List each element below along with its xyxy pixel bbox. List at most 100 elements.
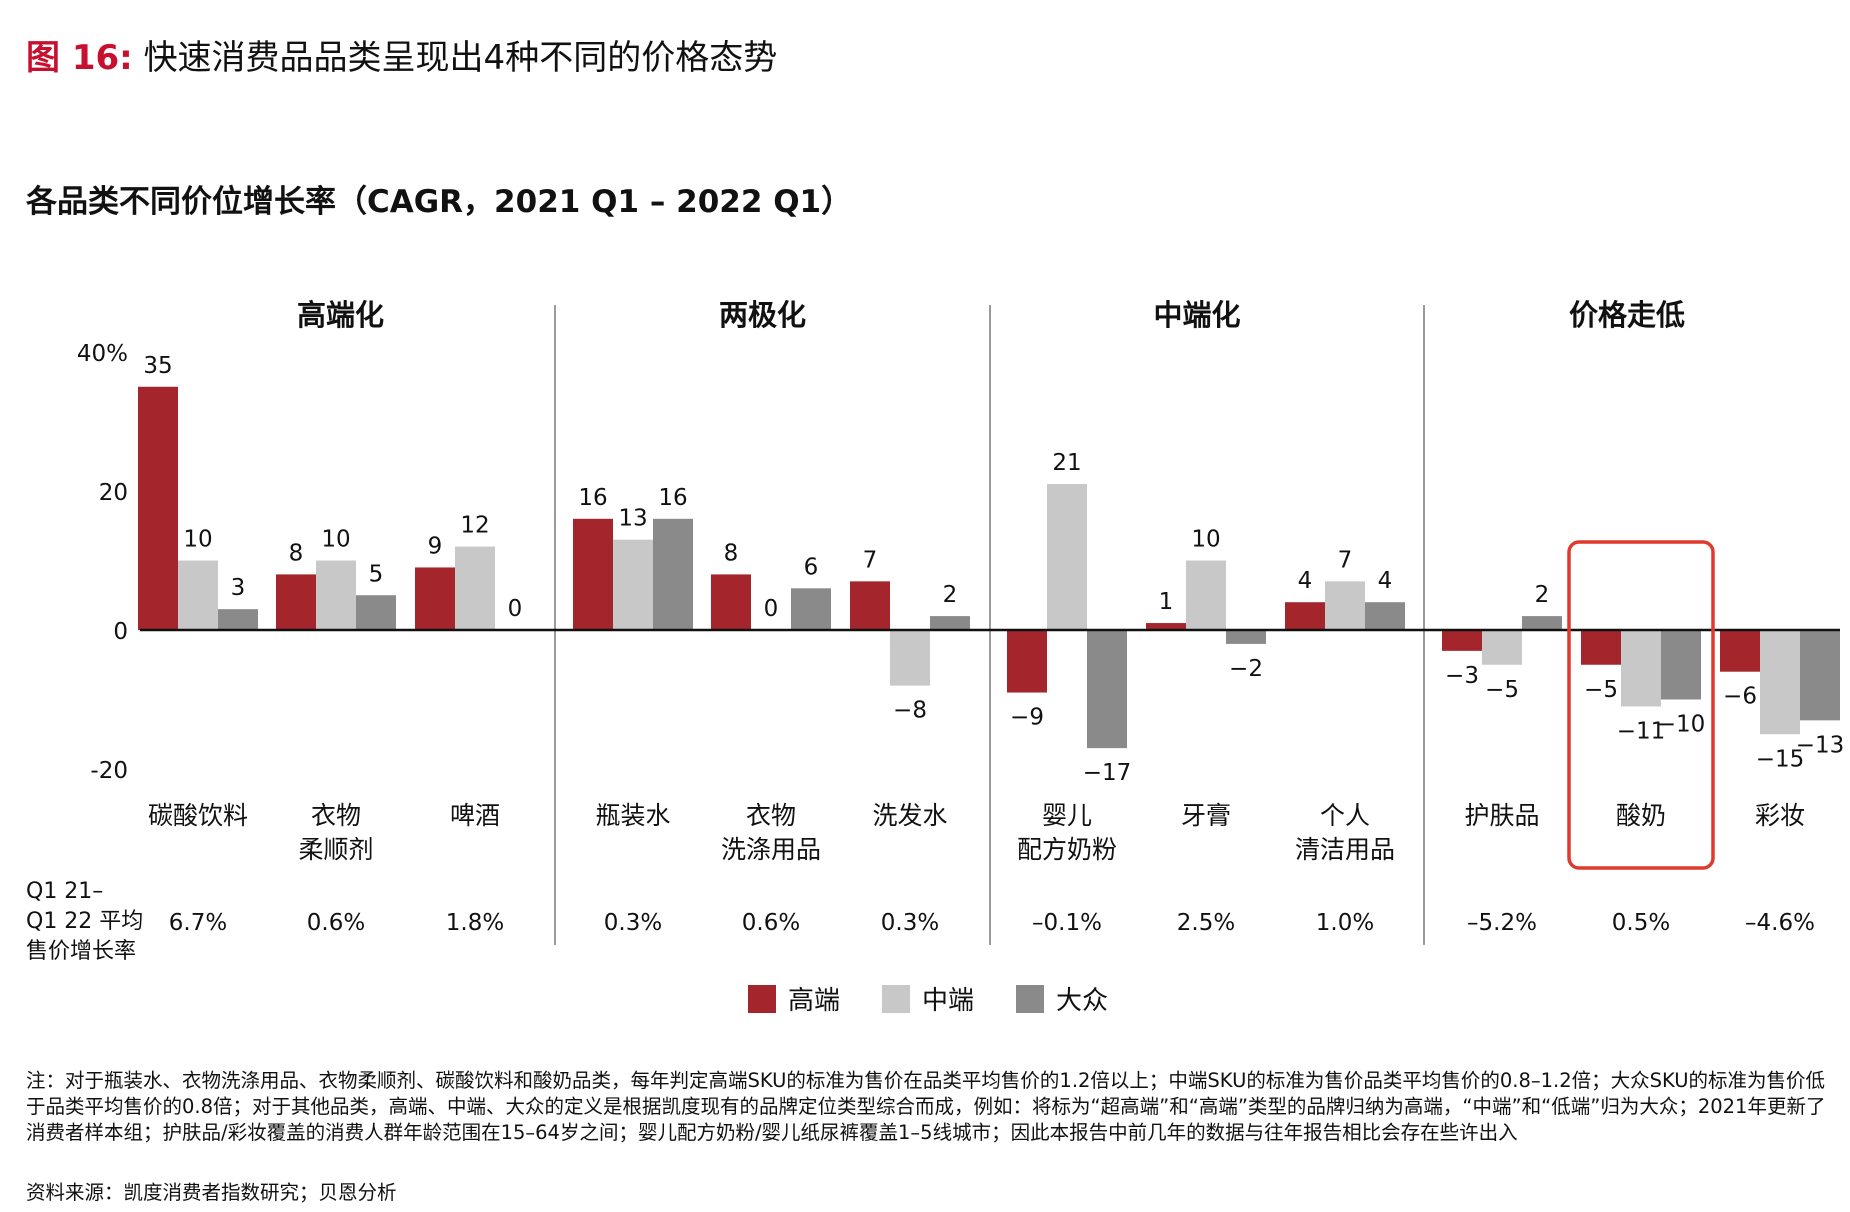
data-label: 2: [1535, 582, 1550, 608]
avg-price-value: –5.2%: [1467, 910, 1537, 936]
data-label: 3: [231, 575, 246, 601]
data-label: 8: [724, 540, 739, 566]
legend-item-mid: 中端: [882, 980, 974, 1017]
category-label: 牙膏: [1181, 801, 1231, 830]
avg-price-value: 0.6%: [742, 910, 800, 936]
data-label: 10: [183, 527, 212, 553]
data-label: 21: [1052, 450, 1081, 476]
data-label: −5: [1485, 677, 1519, 703]
data-label: 10: [321, 527, 350, 553]
bar: [1285, 602, 1325, 630]
data-label: 12: [460, 513, 489, 539]
bar: [356, 595, 396, 630]
bar: [415, 567, 455, 630]
data-label: 0: [508, 596, 523, 622]
avg-price-value: –4.6%: [1745, 910, 1815, 936]
bar: [1007, 630, 1047, 693]
category-label: 洗发水: [872, 801, 947, 830]
highlight-box: [1567, 540, 1715, 870]
avg-price-value: 0.5%: [1612, 910, 1670, 936]
data-label: 8: [289, 540, 304, 566]
group-header: 高端化: [297, 298, 384, 332]
bar: [218, 609, 258, 630]
data-label: 4: [1298, 568, 1313, 594]
category-label: 碳酸饮料: [148, 801, 248, 830]
bar: [711, 574, 751, 630]
bar: [1365, 602, 1405, 630]
bar: [1661, 630, 1701, 700]
bar: [1325, 581, 1365, 630]
category-label: 酸奶: [1616, 801, 1666, 830]
avg-price-value: 0.3%: [881, 910, 939, 936]
avg-price-value: 0.6%: [307, 910, 365, 936]
chart-subtitle: 各品类不同价位增长率（CAGR，2021 Q1 – 2022 Q1）: [26, 184, 853, 220]
data-label: 6: [804, 554, 819, 580]
bar: [1226, 630, 1266, 644]
y-tick-label: 0: [113, 619, 128, 645]
bar: [1146, 623, 1186, 630]
data-label: −13: [1796, 732, 1845, 758]
data-label: −5: [1584, 677, 1618, 703]
bar: [573, 518, 613, 630]
bar: [1621, 630, 1661, 707]
data-label: −10: [1657, 712, 1706, 738]
bar: [890, 630, 930, 686]
bar: [1581, 630, 1621, 665]
data-label: 2: [943, 582, 958, 608]
bar: [1760, 630, 1800, 735]
y-tick-label: -20: [90, 758, 128, 784]
legend-label-mid: 中端: [922, 986, 975, 1016]
data-label: −8: [893, 698, 927, 724]
category-label: 婴儿配方奶粉: [1017, 801, 1117, 864]
bar: [138, 386, 178, 630]
bar: [1186, 560, 1226, 630]
bar: [1482, 630, 1522, 665]
group-header: 价格走低: [1569, 298, 1685, 332]
data-label: 13: [618, 506, 647, 532]
data-label: 16: [578, 485, 607, 511]
bar: [1720, 630, 1760, 672]
figure-title-text: 快速消费品品类呈现出4种不同的价格态势: [143, 38, 778, 78]
avg-price-value: 2.5%: [1177, 910, 1235, 936]
group-header: 中端化: [1153, 298, 1240, 332]
bar: [930, 616, 970, 630]
figure-title: 图 16: 快速消费品品类呈现出4种不同的价格态势: [26, 30, 777, 79]
bar: [1522, 616, 1562, 630]
source-note: 资料来源：凯度消费者指数研究；贝恩分析: [26, 1181, 397, 1204]
data-label: 16: [658, 485, 687, 511]
data-label: 0: [764, 596, 779, 622]
legend-item-premium: 高端: [748, 980, 840, 1017]
bar: [316, 560, 356, 630]
legend-item-mass: 大众: [1016, 980, 1108, 1017]
legend-label-mass: 大众: [1056, 986, 1109, 1016]
data-label: −2: [1229, 656, 1263, 682]
avg-price-value: 0.3%: [604, 910, 662, 936]
data-label: 7: [863, 547, 878, 573]
data-label: 10: [1191, 527, 1220, 553]
data-label: 9: [428, 533, 443, 559]
data-label: 5: [369, 561, 384, 587]
avg-price-value: 1.0%: [1316, 910, 1374, 936]
category-label: 个人清洁用品: [1295, 801, 1395, 864]
data-label: −11: [1617, 718, 1666, 744]
bar: [276, 574, 316, 630]
legend-swatch-mid: [882, 984, 911, 1013]
avg-price-value: 1.8%: [446, 910, 504, 936]
bar: [653, 518, 693, 630]
data-label: 35: [143, 353, 172, 379]
legend: 高端 中端 大众: [748, 980, 1108, 1017]
data-label: −3: [1445, 663, 1479, 689]
category-label: 彩妆: [1755, 801, 1805, 830]
data-label: −6: [1723, 684, 1757, 710]
bar: [455, 546, 495, 630]
y-tick-label: 20: [99, 480, 128, 506]
avg-price-value: –0.1%: [1032, 910, 1102, 936]
category-label: 衣物柔顺剂: [298, 801, 373, 864]
bar: [1800, 630, 1840, 721]
category-label: 护肤品: [1464, 801, 1539, 830]
data-label: 1: [1159, 589, 1174, 615]
bar: [178, 560, 218, 630]
avg-price-row-label: Q1 21– Q1 22 平均售价增长率: [26, 879, 143, 964]
bar: [1087, 630, 1127, 749]
